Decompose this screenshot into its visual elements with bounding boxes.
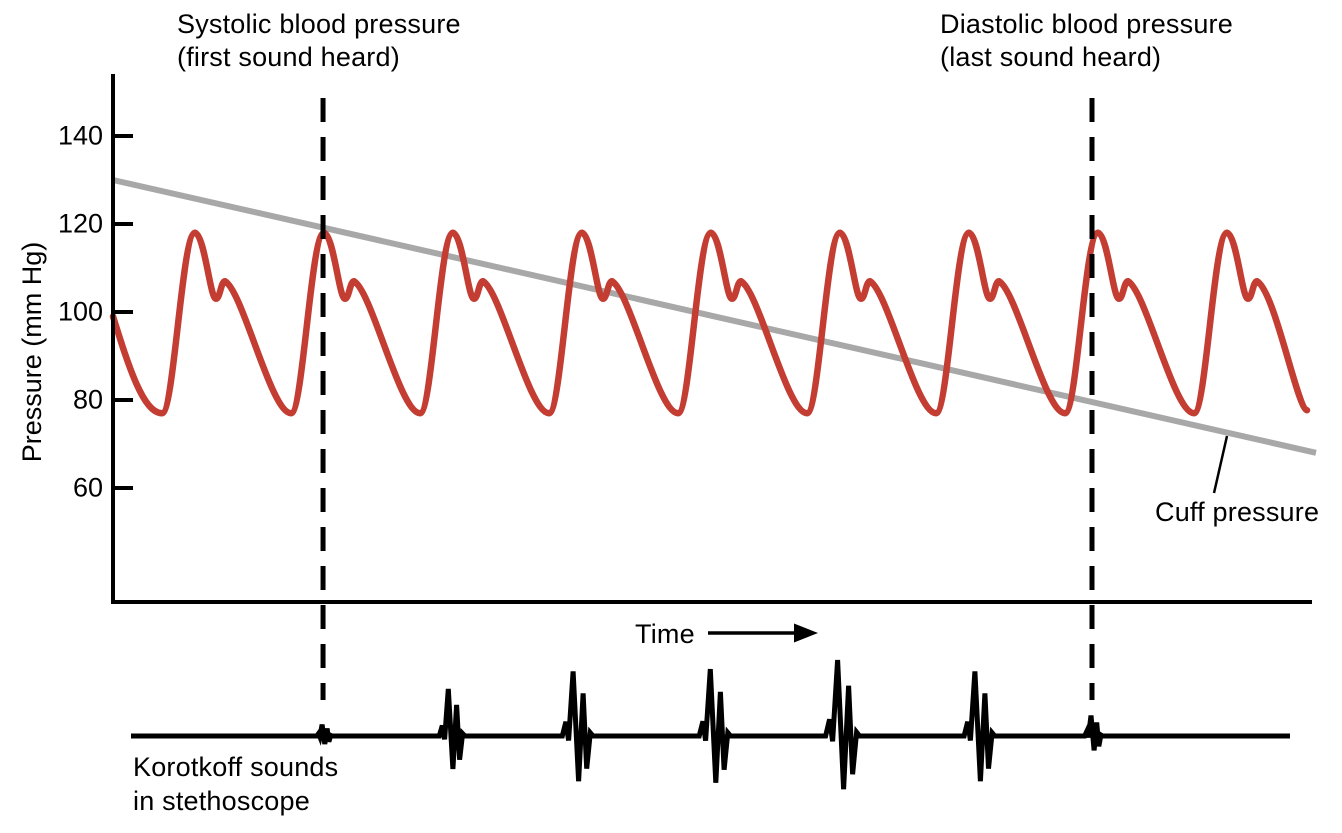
cuff-pressure-label: Cuff pressure [1155,497,1320,527]
korotkoff-waveform [131,659,1290,790]
systolic-annotation: Systolic blood pressure (first sound hear… [177,8,461,74]
axis-lines [111,74,1312,604]
y-tick-label: 100 [57,296,103,327]
x-axis-title: Time [635,619,695,649]
diastolic-annotation-line1: Diastolic blood pressure [940,9,1233,39]
cuff-pressure-callout-line [1212,435,1229,494]
systolic-annotation-line2: (first sound heard) [177,42,400,72]
korotkoff-label-line2: in stethoscope [133,786,310,816]
y-tick-marks [113,134,133,490]
diastolic-annotation: Diastolic blood pressure (last sound hear… [940,8,1233,74]
systolic-annotation-line1: Systolic blood pressure [177,9,461,39]
korotkoff-label: Korotkoff sounds in stethoscope [133,750,338,818]
diastolic-annotation-line2: (last sound heard) [940,42,1162,72]
y-tick-label: 60 [72,472,103,503]
time-arrow-head-icon [794,623,818,643]
cuff-pressure-line [112,177,1317,456]
y-tick-label: 80 [72,384,103,415]
arterial-pressure-wave [109,229,1311,417]
y-tick-label: 140 [57,120,103,151]
y-tick-label: 120 [57,208,103,239]
korotkoff-label-line1: Korotkoff sounds [133,752,339,782]
y-axis-title: Pressure (mm Hg) [17,241,47,463]
